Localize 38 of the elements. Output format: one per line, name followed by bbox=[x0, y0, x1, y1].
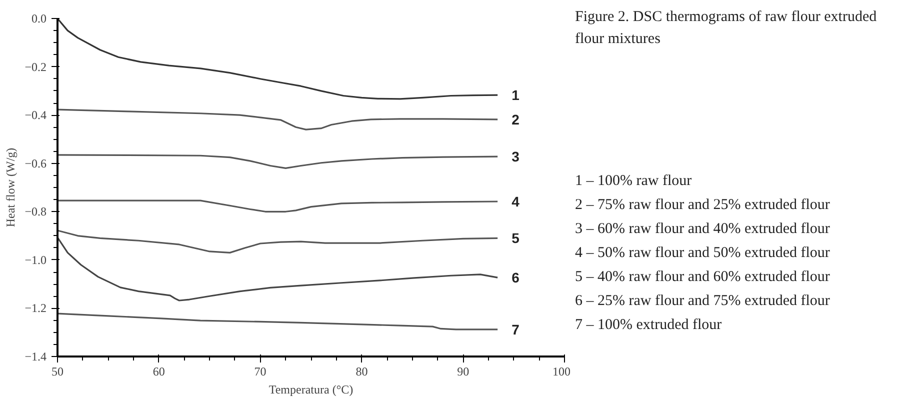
series-label: 5 bbox=[512, 230, 520, 246]
y-tick-label: −1.2 bbox=[24, 301, 47, 316]
series-label: 2 bbox=[512, 111, 520, 128]
line-series bbox=[58, 154, 498, 169]
y-tick-label: −0.4 bbox=[24, 108, 47, 122]
line-series bbox=[58, 108, 498, 130]
x-tick-label: 80 bbox=[356, 364, 368, 378]
series-label: 1 bbox=[512, 87, 520, 104]
x-tick-label: 70 bbox=[254, 364, 266, 378]
text: 6 – 25% raw flour and 75% extruded flour bbox=[575, 292, 831, 310]
line-series bbox=[58, 236, 498, 302]
y-tick-label: 0.0 bbox=[32, 12, 46, 26]
line-series bbox=[58, 18, 498, 100]
text: 7 – 100% extruded flour bbox=[575, 316, 723, 334]
line-series bbox=[58, 312, 498, 330]
line-series bbox=[58, 200, 498, 212]
x-axis-title: Temperatura (°C) bbox=[268, 382, 354, 396]
x-tick-label: 90 bbox=[457, 364, 470, 378]
text: 3 – 60% raw flour and 40% extruded flour bbox=[575, 220, 831, 238]
x-tick-label: 100 bbox=[552, 364, 570, 378]
text: 4 – 50% raw flour and 50% extruded flour bbox=[575, 244, 831, 262]
y-tick-label: −1.4 bbox=[24, 350, 47, 364]
y-tick-label: −0.8 bbox=[24, 204, 47, 219]
text: 1 – 100% raw flour bbox=[575, 172, 693, 190]
y-axis-title: Heat flow (W/g) bbox=[4, 148, 18, 228]
series-label: 6 bbox=[512, 270, 520, 286]
text: 2 – 75% raw flour and 25% extruded flour bbox=[575, 196, 831, 214]
line-series bbox=[58, 230, 498, 254]
series-label: 4 bbox=[512, 194, 520, 210]
y-tick-label: −0.2 bbox=[24, 60, 47, 74]
y-tick-label: −0.6 bbox=[24, 156, 47, 170]
y-tick-label: −1.0 bbox=[24, 252, 47, 267]
text: 5 – 40% raw flour and 60% extruded flour bbox=[575, 268, 831, 286]
text: Figure 2. DSC thermograms of raw flour extruded flour mixtures bbox=[575, 8, 878, 49]
x-tick-label: 60 bbox=[152, 364, 165, 378]
x-tick-label: 50 bbox=[52, 364, 64, 378]
series-label: 7 bbox=[512, 321, 520, 338]
series-label: 3 bbox=[512, 148, 520, 165]
